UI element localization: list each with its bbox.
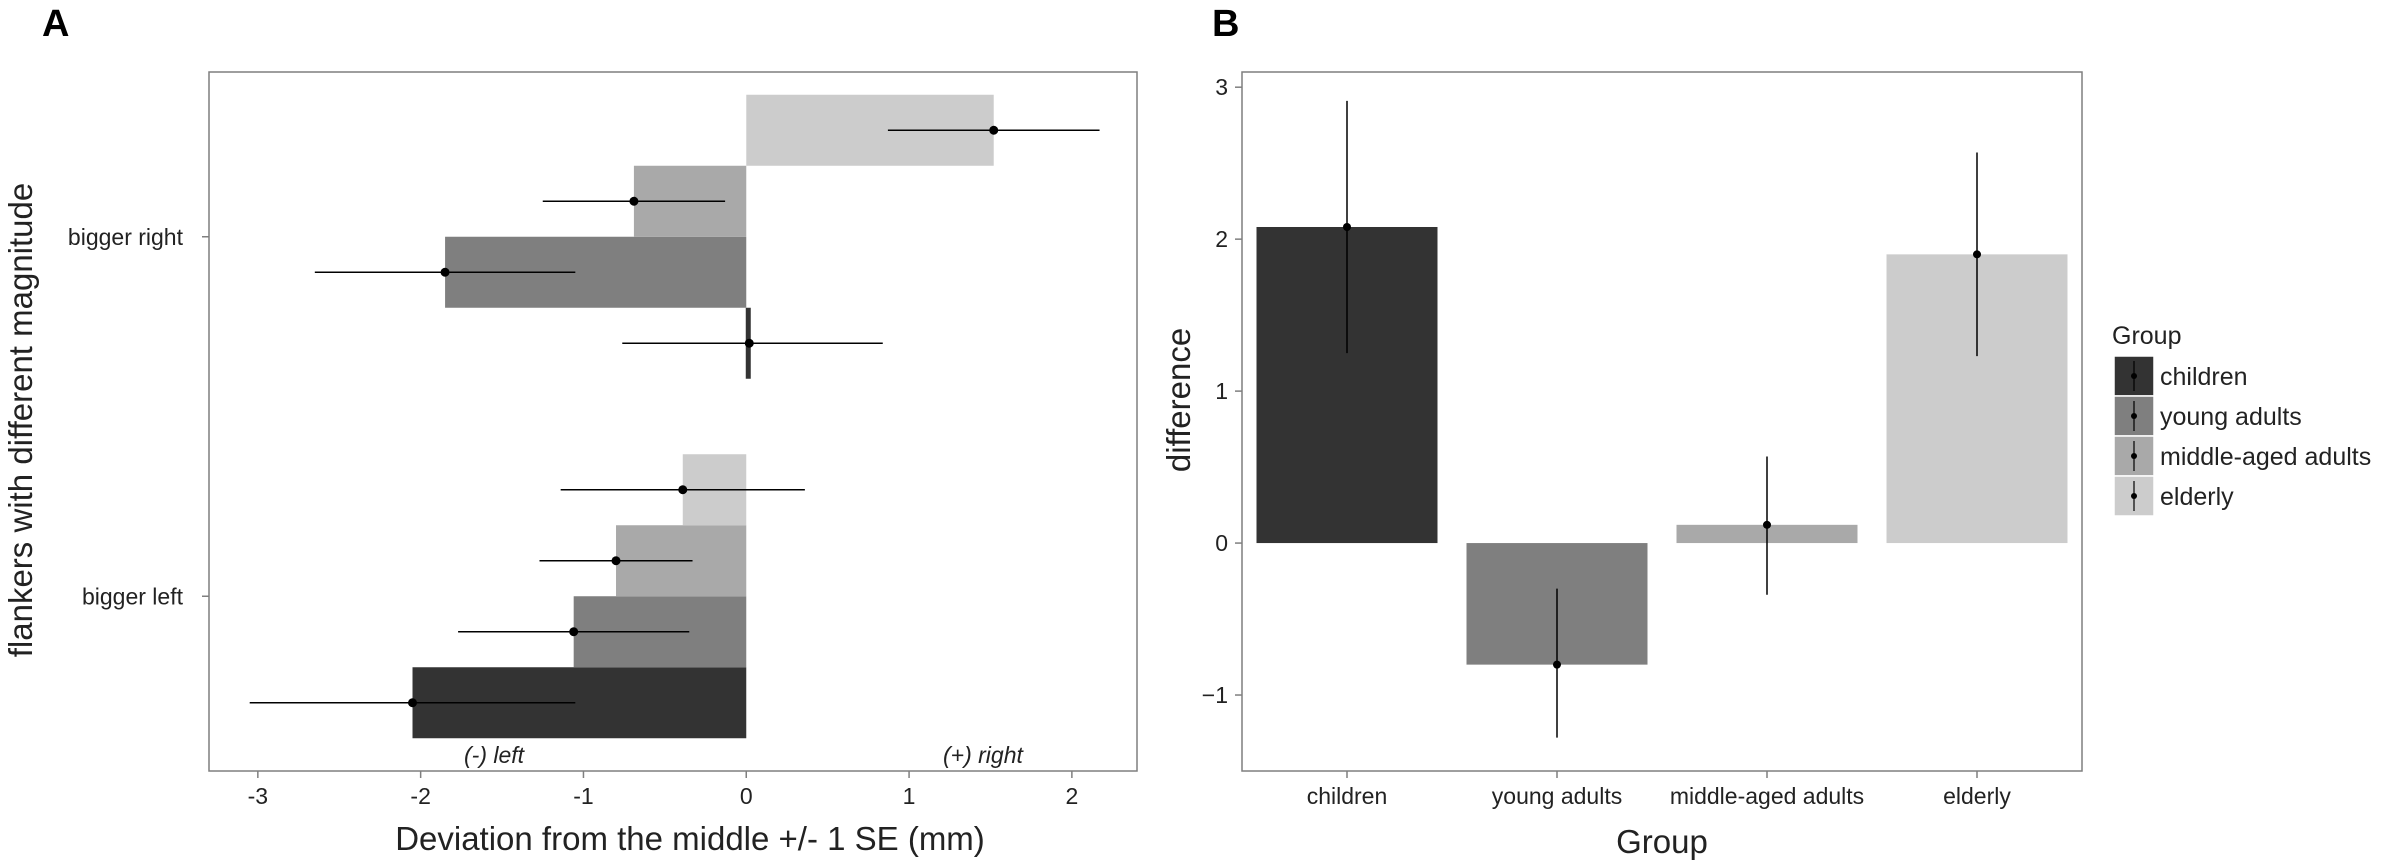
legend-item-children: children <box>2113 355 2248 397</box>
panel-b-y-tick-label: 3 <box>1215 74 1228 100</box>
legend-point-young-adults <box>2131 413 2137 419</box>
legend-item-elderly: elderly <box>2113 475 2234 517</box>
legend-label-children: children <box>2160 363 2248 391</box>
legend: Group children young adults middle-aged ad… <box>2112 322 2371 517</box>
point-bigger-left-young-adults <box>569 627 579 637</box>
panel-b-label: B <box>1212 3 1239 45</box>
panel-b-x-ticks: children young adults middle-aged adults el… <box>1307 771 2011 809</box>
point-bigger-right-elderly <box>989 125 999 135</box>
legend-label-young-adults: young adults <box>2160 403 2302 431</box>
panel-b-x-axis-title: Group <box>1616 823 1708 860</box>
panel-a-x-tick-label: -2 <box>410 783 430 809</box>
legend-point-elderly <box>2131 493 2137 499</box>
panel-a-y-tick-label: bigger right <box>68 224 184 250</box>
panel-a-x-tick-label: 0 <box>740 783 753 809</box>
legend-title: Group <box>2112 322 2181 350</box>
panel-b-x-tick-label: middle-aged adults <box>1670 783 1864 809</box>
panel-a-x-tick-label: 2 <box>1065 783 1078 809</box>
point-bigger-right-children <box>744 338 754 348</box>
panel-b-y-tick-label: 2 <box>1215 226 1228 252</box>
panel-a-y-ticks: bigger right bigger left <box>68 224 209 609</box>
legend-point-children <box>2131 373 2137 379</box>
point-young-adults <box>1553 660 1561 669</box>
point-children <box>1343 222 1351 231</box>
panel-a-x-tick-label: -1 <box>573 783 593 809</box>
point-bigger-left-middle-aged-adults <box>611 556 621 566</box>
legend-items: children young adults middle-aged adults el… <box>2113 355 2371 517</box>
point-bigger-right-young-adults <box>440 267 450 277</box>
panel-a-y-axis-title: flankers with different magnitude <box>2 183 39 658</box>
panel-b-y-ticks: −1 0 1 2 3 <box>1202 74 1242 708</box>
panel-a-x-tick-label: -3 <box>248 783 268 809</box>
panel-b-x-tick-label: young adults <box>1492 783 1622 809</box>
panel-a-chart: -3 -2 -1 0 1 2 bigger right bigger left (-) le… <box>2 71 1138 857</box>
panel-b-x-tick-label: elderly <box>1943 783 2011 809</box>
panel-b-y-axis-title: difference <box>1160 328 1197 472</box>
panel-b-chart: children young adults middle-aged adults el… <box>1160 71 2083 860</box>
annotation-left: (-) left <box>464 742 526 768</box>
point-bigger-right-middle-aged-adults <box>629 196 639 206</box>
legend-item-middle-aged-adults: middle-aged adults <box>2113 435 2371 477</box>
annotation-right: (+) right <box>943 742 1024 768</box>
legend-item-young-adults: young adults <box>2113 395 2302 437</box>
panel-a-label: A <box>42 3 69 45</box>
panel-a-y-tick-label: bigger left <box>82 583 184 609</box>
panel-b-y-tick-label: 1 <box>1215 378 1228 404</box>
point-elderly <box>1973 250 1981 259</box>
legend-label-middle-aged-adults: middle-aged adults <box>2160 443 2371 471</box>
legend-label-elderly: elderly <box>2160 483 2234 511</box>
point-bigger-left-elderly <box>678 485 688 495</box>
legend-point-middle-aged-adults <box>2131 453 2137 459</box>
point-bigger-left-children <box>408 698 418 708</box>
panel-b-x-tick-label: children <box>1307 783 1388 809</box>
panel-b-y-tick-label: −1 <box>1202 682 1228 708</box>
panel-b-error-bars <box>1343 100 1981 738</box>
panel-a-error-bars <box>249 125 1100 708</box>
panel-a-x-axis-title: Deviation from the middle +/- 1 SE (mm) <box>395 820 985 857</box>
point-middle-aged-adults <box>1763 520 1771 529</box>
panel-a-x-ticks: -3 -2 -1 0 1 2 <box>248 771 1078 809</box>
panel-b-y-tick-label: 0 <box>1215 530 1228 556</box>
panel-a-x-tick-label: 1 <box>903 783 916 809</box>
